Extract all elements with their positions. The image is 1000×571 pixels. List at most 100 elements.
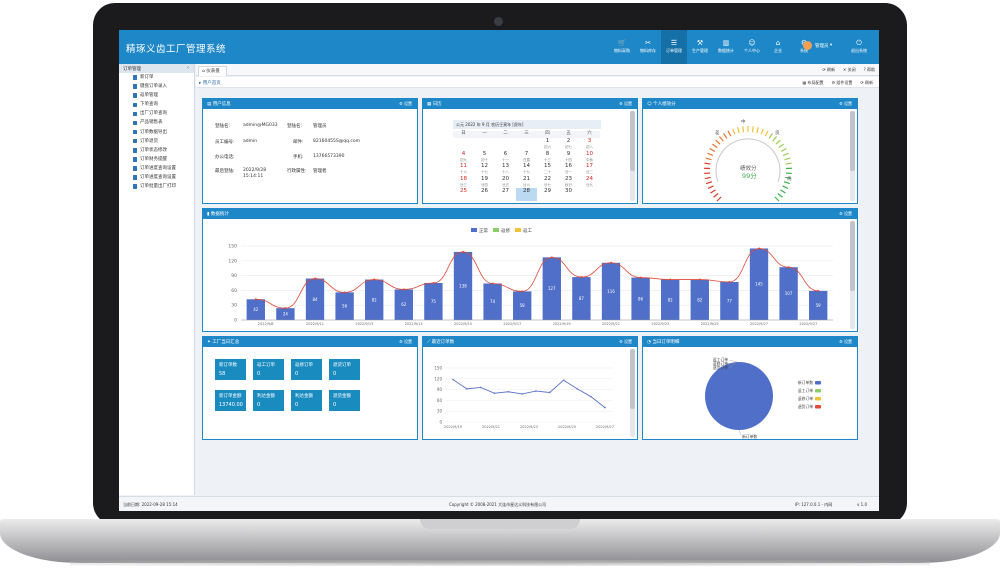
- summary-tile[interactable]: 新订单金额 13740.00: [215, 390, 246, 411]
- calendar-day[interactable]: 27: [495, 188, 516, 201]
- bar[interactable]: [424, 283, 443, 320]
- collapse-icon[interactable]: ‹: [187, 65, 189, 71]
- calendar-day[interactable]: 3 初八: [579, 138, 600, 151]
- calendar-day[interactable]: 10 中秋: [579, 151, 600, 164]
- bar[interactable]: [394, 289, 413, 320]
- calendar-day[interactable]: 20 廿五: [495, 176, 516, 189]
- bar[interactable]: [513, 291, 532, 320]
- bar[interactable]: [690, 279, 709, 320]
- calendar-day[interactable]: 5 初十: [474, 151, 495, 164]
- refresh-button[interactable]: ⟳ 刷新: [822, 67, 835, 72]
- calendar-day[interactable]: 15 二十: [537, 163, 558, 176]
- close-button[interactable]: ✕ 关闭: [842, 67, 856, 72]
- line-point[interactable]: [479, 386, 482, 389]
- calendar-day[interactable]: 18 廿三: [453, 176, 474, 189]
- summary-tile[interactable]: 利达金额 0: [253, 390, 284, 411]
- line-point[interactable]: [507, 390, 510, 393]
- panel-setting-button[interactable]: ⚙ 设置: [619, 101, 632, 106]
- topnav-item-4[interactable]: ▥ 数据统计: [713, 30, 739, 64]
- bar[interactable]: [453, 251, 473, 320]
- bar[interactable]: [661, 279, 680, 320]
- calendar-day[interactable]: 13 十八: [495, 163, 516, 176]
- exit-button[interactable]: ⏻ 退出系统: [846, 39, 872, 54]
- summary-tile[interactable]: 返修订单 0: [291, 359, 322, 380]
- line-point[interactable]: [493, 392, 496, 394]
- panel-setting-button[interactable]: ⚙ 设置: [619, 339, 632, 344]
- sidebar-item[interactable]: 订单状态修改: [119, 146, 194, 155]
- calendar-day[interactable]: 14 十九: [516, 163, 537, 176]
- bar[interactable]: [601, 262, 621, 320]
- topnav-item-1[interactable]: ✂ 物料库存: [635, 30, 661, 64]
- calendar-day[interactable]: 24 廿九: [579, 176, 600, 189]
- line-point[interactable]: [548, 391, 551, 394]
- calendar-day[interactable]: 7 白露: [516, 151, 537, 164]
- calendar-day[interactable]: 21 廿六: [516, 176, 537, 189]
- calendar-day[interactable]: 2 初七: [558, 138, 579, 151]
- calendar-day[interactable]: 11 十六: [453, 163, 474, 176]
- line-point[interactable]: [590, 396, 592, 398]
- calendar-day[interactable]: 17 廿二: [579, 163, 600, 176]
- pie-slice[interactable]: [705, 362, 773, 430]
- line-point[interactable]: [576, 388, 579, 390]
- bar[interactable]: [631, 277, 650, 320]
- line-point[interactable]: [452, 378, 454, 381]
- bar[interactable]: [749, 248, 769, 320]
- sidebar-item[interactable]: 出厂订单查询: [119, 109, 194, 118]
- bar[interactable]: [542, 257, 561, 320]
- sidebar-item[interactable]: 订单批量出厂打印: [119, 182, 194, 191]
- line-point[interactable]: [466, 388, 468, 390]
- sidebar-item[interactable]: 产品销售表: [119, 118, 194, 127]
- topnav-item-3[interactable]: ⚒ 生产管理: [687, 30, 713, 64]
- widget-settings-button[interactable]: ⚙ 组件设置: [831, 80, 853, 85]
- sidebar-item[interactable]: 订单进度查询设置: [119, 173, 194, 182]
- bar[interactable]: [276, 308, 295, 320]
- sidebar-item[interactable]: 订单数据导出: [119, 128, 194, 137]
- bar[interactable]: [483, 283, 502, 320]
- calendar-day[interactable]: 22 廿七: [537, 176, 558, 189]
- topnav-item-6[interactable]: ⌂ 企业: [765, 30, 791, 64]
- calendar-day[interactable]: 4 初九: [453, 151, 474, 164]
- calendar-day[interactable]: 29: [537, 188, 558, 201]
- calendar-day[interactable]: 19 廿四: [474, 176, 495, 189]
- bar[interactable]: [305, 278, 325, 320]
- summary-tile[interactable]: 返工订单 0: [253, 359, 284, 380]
- sidebar-item[interactable]: 返单管理: [119, 91, 194, 100]
- line-point[interactable]: [562, 379, 565, 382]
- bar[interactable]: [720, 282, 739, 320]
- summary-tile[interactable]: 利达金额 0: [291, 390, 322, 411]
- calendar-day[interactable]: 1 初六: [537, 138, 558, 151]
- scrollbar[interactable]: [630, 111, 635, 201]
- sidebar-item[interactable]: 订单财务提醒: [119, 155, 194, 164]
- bar[interactable]: [365, 279, 384, 320]
- calendar-day[interactable]: 28: [516, 188, 537, 201]
- topnav-item-5[interactable]: ☺ 个人中心: [739, 30, 765, 64]
- summary-tile[interactable]: 新订单数 58: [215, 359, 246, 380]
- bar[interactable]: [335, 292, 354, 320]
- calendar-day[interactable]: 25: [453, 188, 474, 201]
- panel-setting-button[interactable]: ⚙ 设置: [839, 339, 852, 344]
- sidebar-item[interactable]: 新订单: [119, 73, 194, 82]
- calendar-day[interactable]: 6 十一: [495, 151, 516, 164]
- panel-setting-button[interactable]: ⚙ 设置: [399, 101, 412, 106]
- scrollbar[interactable]: [850, 221, 855, 329]
- calendar-day[interactable]: 23 秋分: [558, 176, 579, 189]
- panel-setting-button[interactable]: ⚙ 设置: [839, 211, 852, 216]
- sidebar-item[interactable]: 订单退货: [119, 137, 194, 146]
- line-point[interactable]: [521, 393, 523, 395]
- summary-tile[interactable]: 退货金额 0: [329, 390, 360, 411]
- sidebar-item[interactable]: 订单进度查询设置: [119, 164, 194, 173]
- bar[interactable]: [572, 277, 591, 320]
- tab-dashboard[interactable]: ⌂ 仪表盘: [198, 66, 227, 76]
- bar[interactable]: [779, 267, 798, 320]
- calendar-day[interactable]: 8 十三: [537, 151, 558, 164]
- scrollbar[interactable]: [850, 111, 855, 201]
- topnav-item-0[interactable]: 🛒 物料采购: [609, 30, 635, 64]
- help-button[interactable]: ? 帮助: [863, 67, 875, 72]
- panel-setting-button[interactable]: ⚙ 设置: [399, 339, 412, 344]
- topnav-item-2[interactable]: ☰ 订单管理: [661, 30, 687, 64]
- summary-tile[interactable]: 退货订单 0: [329, 359, 360, 380]
- calendar-year-month-bar[interactable]: 公元 2022 年 9 月 农历壬寅年 [虎年]: [453, 120, 601, 129]
- scrollbar[interactable]: [630, 349, 635, 437]
- bar[interactable]: [246, 299, 265, 320]
- panel-setting-button[interactable]: ⚙ 设置: [839, 101, 852, 106]
